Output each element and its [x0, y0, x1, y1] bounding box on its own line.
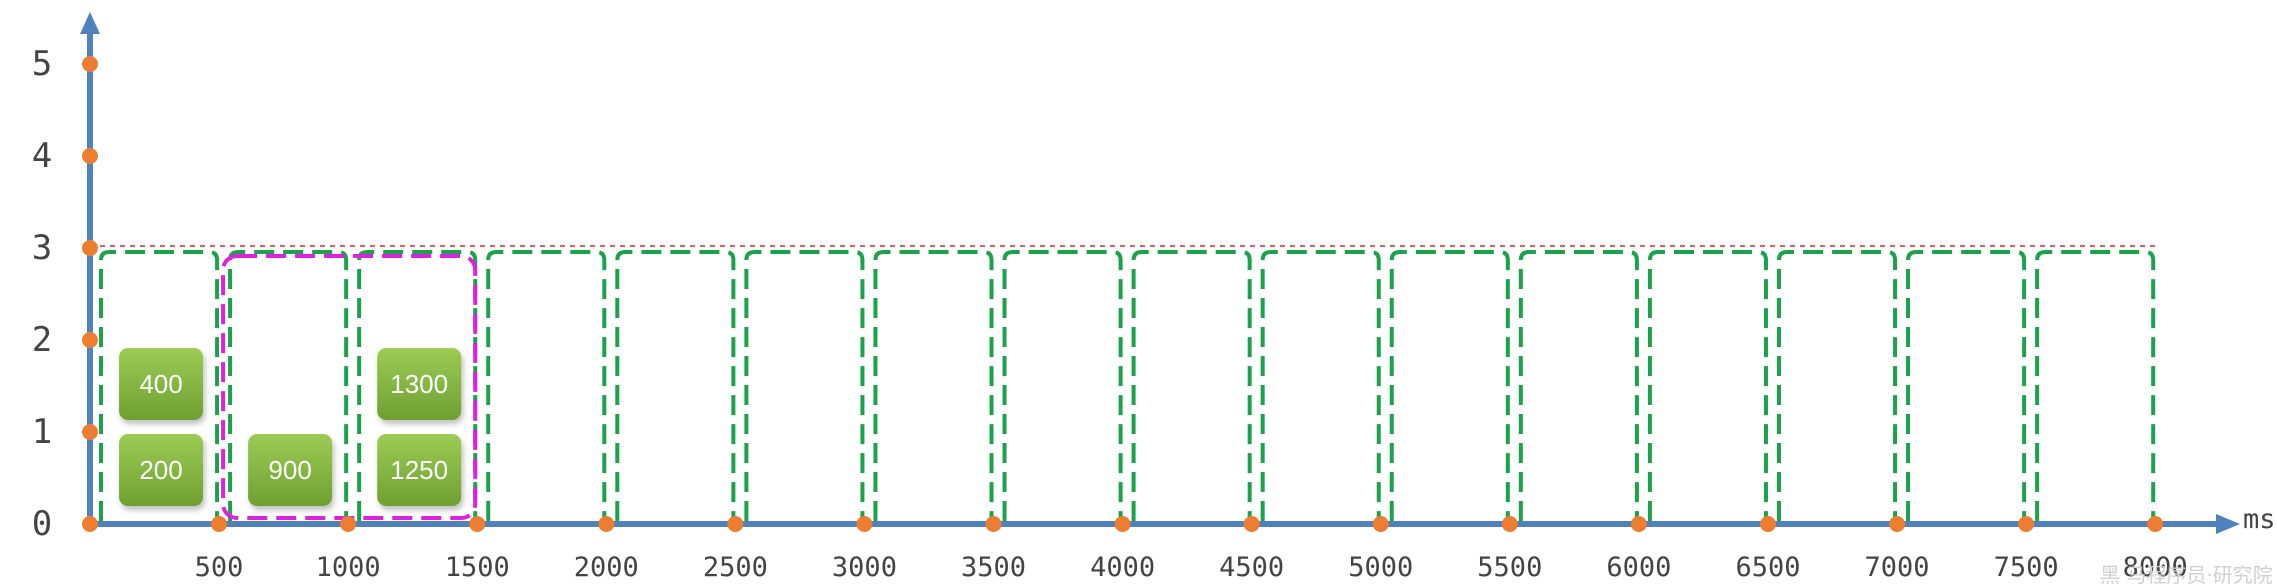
y-tick-4: 4 [32, 136, 52, 176]
x-dot-2000 [598, 516, 615, 532]
window-9 [1260, 250, 1381, 521]
x-tick-500: 500 [195, 552, 244, 583]
x-dot-5500 [1501, 516, 1518, 532]
x-dot-6000 [1630, 516, 1647, 532]
y-tick-2: 2 [32, 320, 52, 360]
x-unit-label: ms [2243, 504, 2276, 535]
x-dot-3500 [985, 516, 1002, 532]
request-box-label: 1300 [390, 369, 448, 399]
request-box-label: 400 [139, 369, 182, 399]
request-box-bg [119, 348, 204, 420]
x-tick-6000: 6000 [1606, 552, 1671, 583]
x-tick-6500: 6500 [1735, 552, 1800, 583]
x-tick-3000: 3000 [832, 552, 897, 583]
x-tick-4000: 4000 [1090, 552, 1155, 583]
window-10 [1389, 250, 1510, 521]
request-box-label: 200 [139, 455, 182, 485]
request-boxes-layer: 200 400 900 1250 1300 [119, 348, 462, 506]
x-tick-3500: 3500 [961, 552, 1026, 583]
axes-layer [80, 12, 2240, 534]
x-dot-4000 [1114, 516, 1131, 532]
x-tick-1500: 1500 [445, 552, 510, 583]
x-tick-7000: 7000 [1865, 552, 1930, 583]
x-tick-2500: 2500 [703, 552, 768, 583]
x-dot-7500 [2018, 516, 2035, 532]
x-dot-7000 [1889, 516, 1906, 532]
y-dot-3 [82, 240, 98, 256]
x-dot-4500 [1243, 516, 1260, 532]
window-4 [615, 250, 736, 521]
x-axis-arrow [2216, 514, 2240, 534]
x-tick-1000: 1000 [316, 552, 381, 583]
request-box-bg [377, 434, 462, 506]
window-13 [1776, 250, 1898, 521]
x-tick-2000: 2000 [574, 552, 639, 583]
window-15 [2035, 250, 2156, 521]
request-box-label: 900 [268, 455, 311, 485]
x-dot-500 [211, 516, 228, 532]
x-dot-1000 [340, 516, 357, 532]
window-11 [1518, 250, 1639, 521]
y-dot-0 [82, 516, 98, 532]
request-box-bg [377, 348, 462, 420]
request-box-900: 900 [248, 434, 333, 506]
x-tick-7500: 7500 [1994, 552, 2059, 583]
x-tick-5000: 5000 [1348, 552, 1413, 583]
y-tick-0: 0 [32, 504, 52, 544]
x-tick-5500: 5500 [1477, 552, 1542, 583]
green-windows-layer [99, 250, 2156, 521]
x-tick-8000: 8000 [2123, 552, 2188, 583]
x-dot-6500 [1759, 516, 1776, 532]
y-dot-4 [82, 148, 98, 164]
request-box-400: 400 [119, 348, 204, 420]
y-dot-5 [82, 56, 98, 72]
window-0 [99, 250, 220, 521]
y-dot-2 [82, 332, 98, 348]
request-box-label: 1250 [390, 455, 448, 485]
y-tick-3: 3 [32, 228, 52, 268]
window-8 [1131, 250, 1252, 521]
y-tick-1: 1 [32, 412, 52, 452]
window-14 [1906, 250, 2027, 521]
watermark-text: 黑 马程序员·研究院 [2100, 563, 2273, 585]
y-dot-1 [82, 424, 98, 440]
x-dot-5000 [1372, 516, 1389, 532]
x-dot-3000 [856, 516, 873, 532]
window-5 [744, 250, 865, 521]
request-box-bg [119, 434, 204, 506]
window-7 [1002, 250, 1123, 521]
x-tick-4500: 4500 [1219, 552, 1284, 583]
window-12 [1647, 250, 1768, 521]
request-box-1250: 1250 [377, 434, 462, 506]
x-dot-2500 [727, 516, 744, 532]
y-axis-arrow [80, 12, 100, 34]
tick-dots-layer [82, 56, 2164, 532]
request-box-1300: 1300 [377, 348, 462, 420]
x-dot-1500 [469, 516, 486, 532]
window-3 [486, 250, 607, 521]
request-box-bg [248, 434, 333, 506]
x-dot-8000 [2147, 516, 2164, 532]
y-tick-5: 5 [32, 44, 52, 84]
window-6 [873, 250, 994, 521]
request-box-200: 200 [119, 434, 204, 506]
